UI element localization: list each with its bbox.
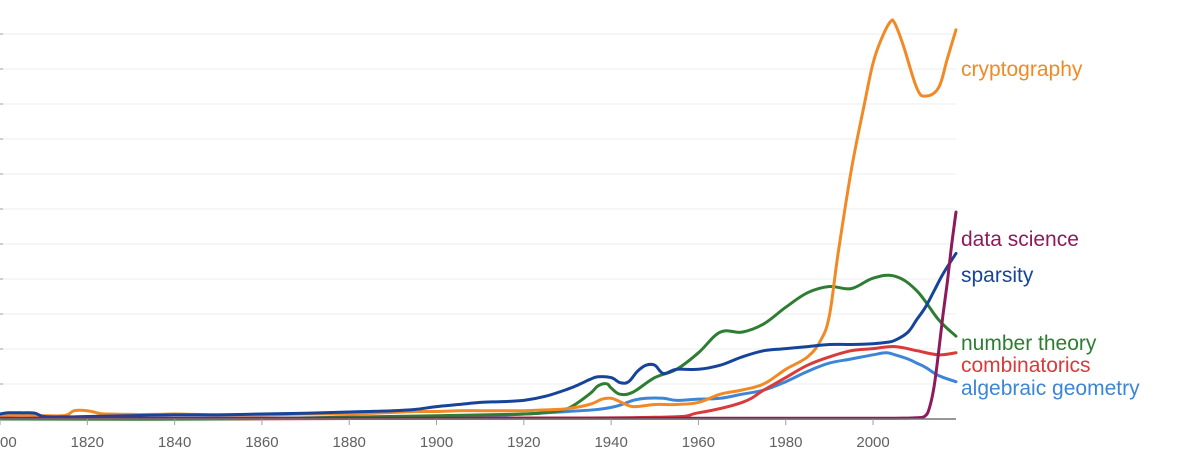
grid — [0, 33, 956, 385]
x-tick-label: 1940 — [594, 434, 627, 451]
series-label-cryptography: cryptography — [961, 58, 1083, 81]
x-tick-label: 1820 — [71, 434, 104, 451]
series-label-sparsity: sparsity — [961, 264, 1034, 287]
x-tick-label: 1840 — [158, 434, 191, 451]
series-end-labels: cryptography data science sparsity number t… — [961, 58, 1140, 400]
series-line-number-theory — [0, 273, 958, 421]
series-lines — [0, 18, 958, 421]
x-tick-label: 1900 — [420, 434, 453, 451]
x-tick-label: 1880 — [333, 434, 366, 451]
x-tick-label: 1960 — [682, 434, 715, 451]
series-line-sparsity — [0, 251, 958, 419]
x-tick-label: 1980 — [769, 434, 802, 451]
series-label-combinatorics: combinatorics — [961, 354, 1091, 377]
x-tick-label: 2000 — [856, 434, 889, 451]
x-tick-label: 1860 — [245, 434, 278, 451]
series-line-combinatorics — [0, 345, 958, 421]
series-label-algebraic-geometry: algebraic geometry — [961, 377, 1140, 400]
series-line-cryptography — [0, 18, 958, 418]
x-tick-label: 1800 — [0, 434, 17, 451]
series-line-data-science — [0, 210, 958, 420]
x-axis-ticks: 1800 1820 1840 1860 1880 1900 1920 1940 1960 1980… — [0, 419, 890, 451]
series-label-number-theory: number theory — [961, 332, 1097, 355]
x-tick-label: 1920 — [507, 434, 540, 451]
series-label-data-science: data science — [961, 228, 1079, 251]
